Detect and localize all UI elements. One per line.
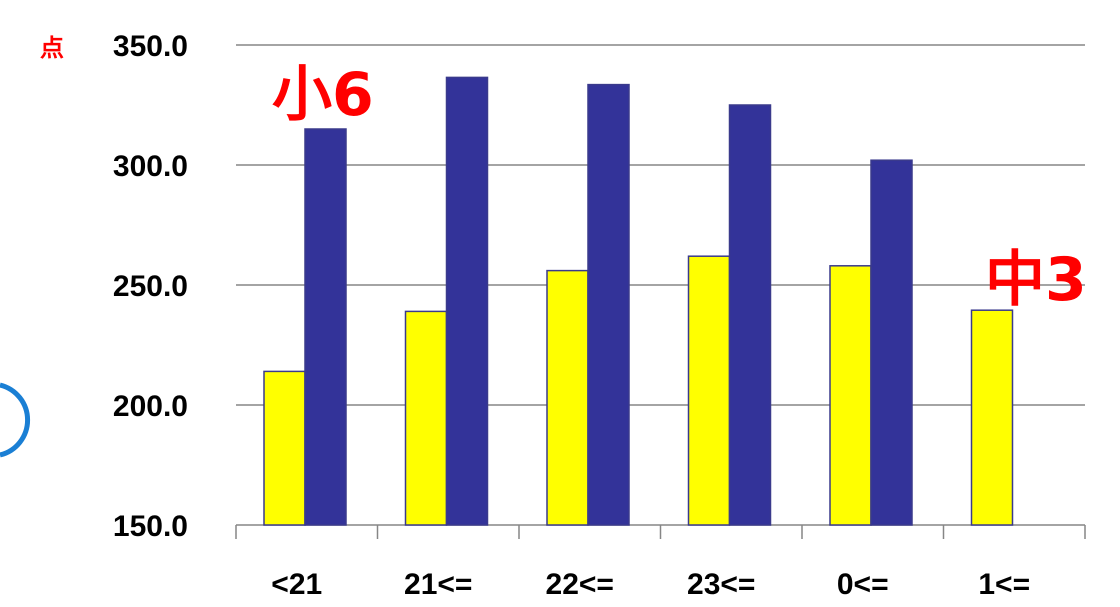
x-tick-label: 23<= — [687, 568, 755, 601]
x-tick-label: 0<= — [837, 568, 889, 601]
annotation-grade6: 小6 — [272, 60, 374, 130]
bar-series-1 — [970, 309, 1014, 526]
bar-series-2 — [870, 159, 913, 526]
x-tick-label: 1<= — [978, 568, 1030, 601]
bar-series-2 — [728, 104, 772, 526]
bars — [263, 76, 1014, 526]
grid-lines — [235, 44, 1086, 539]
y-tick-label: 250.0 — [113, 270, 188, 303]
bar-series-1 — [829, 265, 872, 526]
x-tick-label: 22<= — [546, 568, 614, 601]
y-tick-label: 200.0 — [113, 390, 188, 423]
bar-series-2 — [445, 76, 489, 526]
bar-series-1 — [546, 269, 589, 526]
bar-series-1 — [263, 370, 306, 526]
bar-series-2 — [304, 128, 347, 526]
y-tick-labels: 150.0 200.0 250.0 300.0 350.0 — [113, 30, 188, 543]
y-unit-label: 点 — [40, 34, 64, 62]
bar-series-2 — [587, 83, 630, 526]
x-tick-labels: <21 21<= 22<= 23<= 0<= 1<= — [271, 568, 1030, 601]
bar-series-1 — [404, 310, 448, 526]
y-tick-label: 300.0 — [113, 150, 188, 183]
annotation-grade9: 中3 — [985, 245, 1087, 315]
bar-series-1 — [687, 255, 731, 526]
x-tick-label: 21<= — [404, 568, 472, 601]
y-tick-label: 350.0 — [113, 30, 188, 63]
x-tick-label: <21 — [271, 568, 322, 601]
y-tick-label: 150.0 — [113, 510, 188, 543]
partial-circle-icon — [0, 382, 31, 458]
